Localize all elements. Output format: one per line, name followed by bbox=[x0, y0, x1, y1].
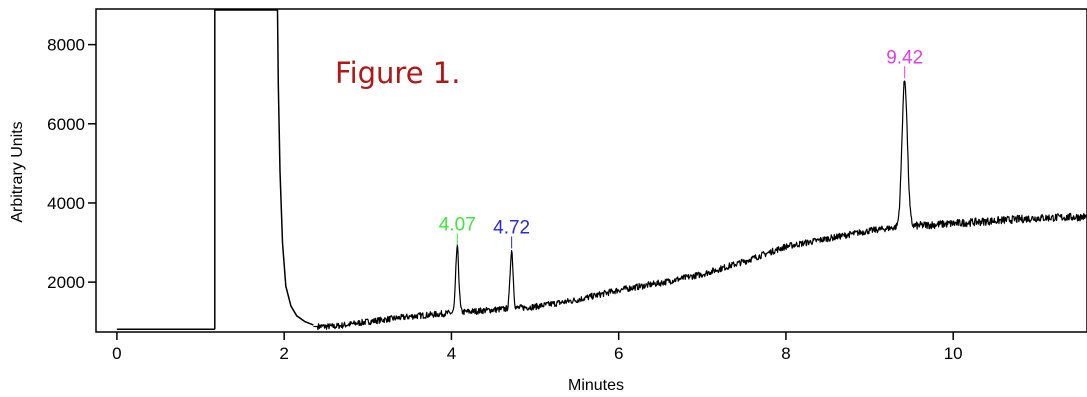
solvent-front-trace bbox=[214, 9, 314, 330]
x-tick-label: 6 bbox=[614, 344, 623, 363]
y-tick-label: 2000 bbox=[47, 273, 85, 292]
plot-frame bbox=[95, 8, 1087, 333]
y-tick-label: 8000 bbox=[47, 36, 85, 55]
x-tick-label: 10 bbox=[944, 344, 963, 363]
y-axis-ticks: 2000 4000 6000 8000 bbox=[47, 36, 96, 292]
chromatogram-trace bbox=[313, 80, 1087, 331]
x-axis-label: Minutes bbox=[568, 377, 624, 394]
x-axis-ticks: 0 2 4 6 8 10 bbox=[112, 332, 963, 363]
x-tick-label: 4 bbox=[447, 344, 456, 363]
x-tick-label: 8 bbox=[781, 344, 790, 363]
x-tick-label: 0 bbox=[112, 344, 121, 363]
x-tick-label: 2 bbox=[279, 344, 288, 363]
y-tick-label: 6000 bbox=[47, 115, 85, 134]
peak-labels: 4.07 4.72 9.42 bbox=[439, 47, 923, 249]
y-tick-label: 4000 bbox=[47, 194, 85, 213]
y-axis-label: Arbitrary Units bbox=[9, 121, 26, 222]
peak-label: 4.72 bbox=[493, 217, 530, 238]
peak-label: 9.42 bbox=[886, 47, 923, 68]
peak-label: 4.07 bbox=[439, 214, 476, 235]
chart-title: Figure 1. bbox=[335, 56, 460, 90]
